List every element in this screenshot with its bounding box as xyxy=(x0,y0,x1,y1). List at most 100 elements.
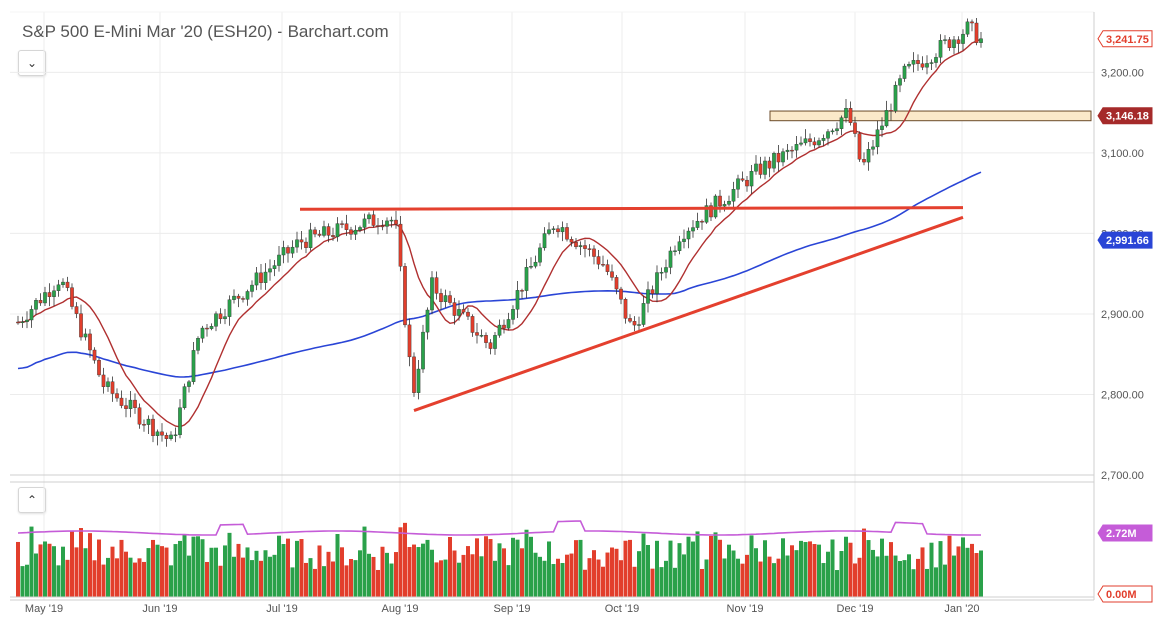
volume-bar xyxy=(506,565,511,597)
volume-bar xyxy=(893,555,898,597)
volume-bar xyxy=(718,539,722,597)
candle-body xyxy=(583,245,587,249)
volume-bar xyxy=(538,556,542,597)
volume-bar xyxy=(740,563,745,597)
candle-body xyxy=(767,160,772,169)
candle-body xyxy=(155,431,160,436)
volume-bar xyxy=(637,551,641,597)
candle-body xyxy=(862,159,866,163)
candle-body xyxy=(929,62,934,64)
candle-body xyxy=(470,316,475,333)
volume-bar xyxy=(754,548,758,597)
volume-bar xyxy=(128,557,133,597)
volume-bar xyxy=(79,528,83,597)
volume-bar xyxy=(587,558,592,597)
volume-bar xyxy=(124,551,128,597)
candle-body xyxy=(263,271,268,283)
volume-bar xyxy=(115,558,119,597)
collapse-price-pane-button[interactable]: ⌄ xyxy=(18,50,46,76)
candle-body xyxy=(313,229,317,235)
volume-bar xyxy=(47,543,52,597)
candle-body xyxy=(173,434,178,437)
volume-average-line xyxy=(17,520,981,536)
volume-bar xyxy=(664,560,668,597)
volume-bar xyxy=(380,546,385,597)
volume-bar xyxy=(776,558,781,597)
volume-bar xyxy=(853,563,857,597)
volume-bar xyxy=(907,554,911,597)
candle-body xyxy=(515,290,520,310)
candle-body xyxy=(938,40,943,58)
candle-body xyxy=(547,229,551,234)
chevron-up-icon: ⌃ xyxy=(26,493,38,507)
candle-body xyxy=(934,57,938,63)
volume-bar xyxy=(83,548,88,597)
candle-body xyxy=(538,247,542,263)
candle-body xyxy=(290,246,295,254)
volume-bar xyxy=(808,541,812,597)
volume-bar xyxy=(344,565,349,597)
candle-body xyxy=(844,108,848,118)
volume-bar xyxy=(650,568,655,597)
volume-bar xyxy=(371,556,376,597)
volume-bar xyxy=(277,535,281,597)
candle-body xyxy=(659,271,664,274)
x-tick-label: Oct '19 xyxy=(605,603,640,615)
volume-bar xyxy=(961,537,965,597)
volume-bar xyxy=(542,560,547,597)
candle-body xyxy=(52,290,56,297)
volume-bar xyxy=(857,557,862,597)
candle-body xyxy=(187,381,191,387)
volume-bars xyxy=(16,522,983,597)
volume-bar xyxy=(826,551,830,597)
candle-body xyxy=(673,250,677,252)
candle-body xyxy=(907,64,911,67)
volume-bar xyxy=(245,547,250,597)
candle-body xyxy=(524,267,529,291)
candle-body xyxy=(254,272,259,286)
volume-bar xyxy=(178,540,182,597)
candle-body xyxy=(857,133,862,160)
volume-bar xyxy=(709,535,713,597)
x-tick-label: Jul '19 xyxy=(266,603,297,615)
candle-body xyxy=(718,195,722,207)
price-tag: 3,146.18 xyxy=(1097,107,1153,125)
candle-body xyxy=(151,418,155,436)
candle-body xyxy=(142,424,146,426)
x-tick-label: Jan '20 xyxy=(944,603,979,615)
volume-bar xyxy=(902,560,907,597)
candle-body xyxy=(452,302,457,316)
volume-bar xyxy=(232,556,236,597)
candle-body xyxy=(502,324,506,329)
volume-bar xyxy=(457,562,461,597)
candle-body xyxy=(601,264,605,266)
volume-bar xyxy=(911,569,916,597)
volume-bar xyxy=(574,540,578,597)
volume-bar xyxy=(772,563,776,597)
collapse-volume-pane-button[interactable]: ⌃ xyxy=(18,487,46,513)
volume-bar xyxy=(659,567,664,597)
volume-bar xyxy=(304,562,308,597)
y-tick-label: 3,100.00 xyxy=(1101,148,1144,160)
candle-body xyxy=(704,205,709,223)
candle-body xyxy=(20,321,25,323)
candle-body xyxy=(461,309,466,313)
candle-body xyxy=(700,220,704,223)
candle-body xyxy=(25,319,29,322)
candle-body xyxy=(902,65,907,79)
candle-body xyxy=(16,321,20,324)
candle-body xyxy=(506,319,511,329)
candle-body xyxy=(664,267,668,273)
candle-body xyxy=(736,178,740,190)
volume-bar xyxy=(934,567,938,597)
volume-bar xyxy=(965,547,970,597)
volume-bar xyxy=(925,568,929,597)
volume-bar xyxy=(173,544,178,597)
candle-body xyxy=(74,306,79,314)
volume-bar xyxy=(389,563,394,597)
volume-bar xyxy=(164,547,169,597)
candle-body xyxy=(83,333,88,338)
volume-bar xyxy=(515,539,520,597)
candle-body xyxy=(272,265,277,269)
